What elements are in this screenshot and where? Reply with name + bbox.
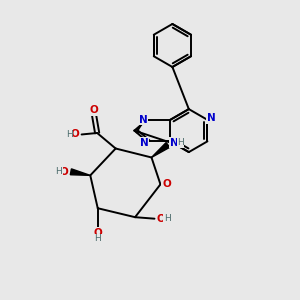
Text: N: N [139, 115, 148, 125]
Text: O: O [70, 130, 79, 140]
Text: O: O [157, 214, 165, 224]
Text: N: N [140, 138, 148, 148]
Text: H: H [164, 214, 170, 223]
Polygon shape [152, 142, 170, 158]
Text: H: H [177, 138, 184, 147]
Text: O: O [90, 105, 98, 115]
Text: N: N [170, 137, 179, 148]
Text: O: O [162, 179, 171, 189]
Text: O: O [93, 228, 102, 238]
Text: N: N [207, 113, 215, 123]
Text: H: H [94, 234, 101, 243]
Text: H: H [66, 130, 73, 139]
Polygon shape [70, 169, 90, 175]
Text: O: O [60, 167, 69, 177]
Text: H: H [56, 167, 62, 176]
